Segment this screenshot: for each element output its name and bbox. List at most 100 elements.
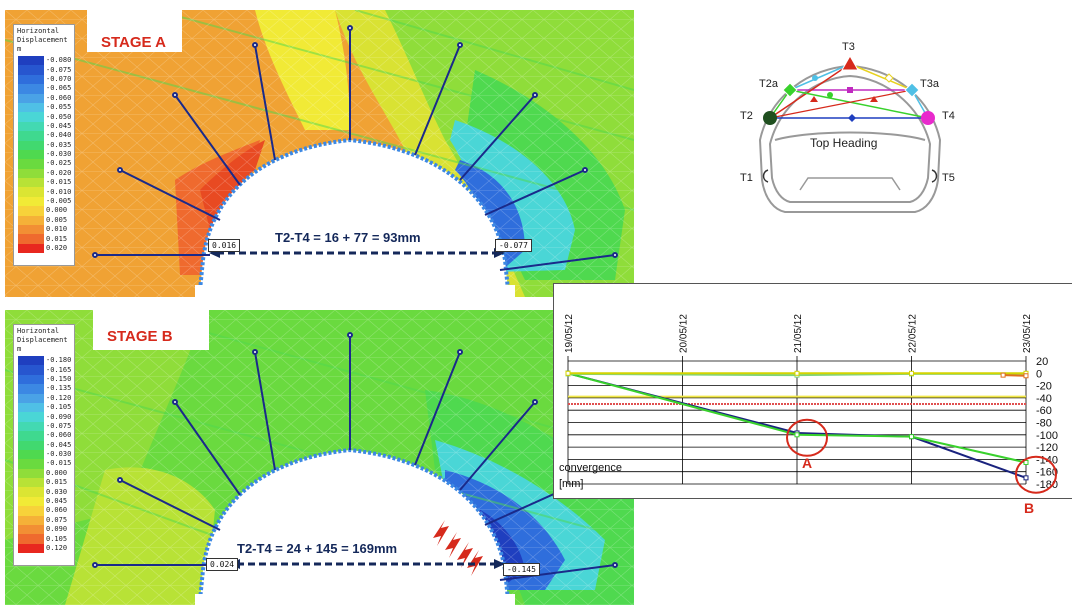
legend-value: 0.015 — [46, 478, 68, 487]
stage-a-legend-title: Horizontal Displacement m — [17, 27, 68, 53]
legend-row: -0.070 — [18, 74, 74, 85]
legend-swatch — [18, 506, 44, 516]
legend-value: -0.050 — [46, 112, 72, 121]
legend-value: 0.000 — [46, 206, 68, 215]
legend-row: -0.025 — [18, 159, 74, 169]
legend-swatch — [18, 374, 44, 385]
series-line — [567, 372, 1027, 464]
legend-row: 0.060 — [18, 506, 74, 516]
label-t2a: T2a — [759, 78, 778, 90]
t3a-marker — [904, 82, 920, 98]
legend-swatch — [18, 384, 44, 394]
legend-swatch — [18, 149, 44, 160]
legend-value: -0.075 — [46, 65, 72, 74]
legend-swatch — [18, 356, 44, 366]
legend-row: -0.035 — [18, 140, 74, 150]
stage-a-legend: Horizontal Displacement m -0.080 -0.075 -0… — [13, 24, 75, 266]
legend-row: -0.090 — [18, 412, 74, 422]
legend-swatch — [18, 478, 44, 488]
legend-value: -0.060 — [46, 431, 72, 440]
legend-value: -0.165 — [46, 365, 72, 374]
legend-row: -0.120 — [18, 393, 74, 403]
legend-value: -0.180 — [46, 356, 72, 365]
stage-b-label: STAGE B — [93, 310, 209, 350]
legend-value: -0.040 — [46, 131, 72, 140]
legend-swatch — [18, 543, 44, 554]
series-point — [794, 432, 800, 438]
legend-swatch — [18, 431, 44, 441]
legend-value: -0.120 — [46, 393, 72, 402]
legend-row: 0.090 — [18, 525, 74, 535]
legend-value: -0.015 — [46, 459, 72, 468]
t2-marker — [763, 111, 777, 125]
legend-value: -0.075 — [46, 421, 72, 430]
legend-value: -0.135 — [46, 384, 72, 393]
legend-row: 0.020 — [18, 243, 74, 254]
legend-value: 0.045 — [46, 497, 68, 506]
legend-row: -0.105 — [18, 402, 74, 413]
legend-swatch — [18, 196, 44, 207]
legend-swatch — [18, 234, 44, 244]
t2a-marker — [782, 82, 798, 98]
legend-value: -0.030 — [46, 450, 72, 459]
legend-row: -0.065 — [18, 84, 74, 94]
legend-swatch — [18, 112, 44, 122]
stage-b-legend-rows: -0.180 -0.165 -0.150 -0.135 -0.120 -0.105 -0.0… — [18, 356, 74, 554]
y-tick-label: -20 — [1036, 381, 1052, 393]
series-point — [565, 370, 571, 376]
y-tick-label: -40 — [1036, 393, 1052, 405]
legend-swatch — [18, 187, 44, 197]
x-tick-label: 22/05/12 — [908, 314, 919, 353]
legend-swatch — [18, 525, 44, 535]
label-t1: T1 — [740, 172, 753, 184]
legend-row: -0.075 — [18, 421, 74, 432]
marker-circle — [1015, 455, 1057, 494]
y-tick-label: -160 — [1036, 467, 1058, 479]
legend-swatch — [18, 84, 44, 94]
legend-swatch — [18, 412, 44, 422]
legend-swatch — [18, 140, 44, 150]
stage-a-measurement: T2-T4 = 16 + 77 = 93mm — [275, 230, 421, 245]
legend-row: 0.015 — [18, 478, 74, 488]
legend-swatch — [18, 178, 44, 188]
stage-b-contour-plot — [5, 310, 634, 605]
t3-marker — [841, 54, 859, 71]
legend-row: 0.000 — [18, 206, 74, 216]
legend-row: -0.020 — [18, 168, 74, 179]
legend-swatch — [18, 534, 44, 544]
legend-row: -0.045 — [18, 121, 74, 132]
series-point — [909, 434, 914, 440]
legend-value: 0.000 — [46, 468, 68, 477]
stage-b-left-value: 0.024 — [206, 558, 239, 571]
stage-a-left-value: 0.016 — [208, 239, 241, 252]
series-point — [1023, 475, 1029, 481]
legend-swatch — [18, 74, 44, 85]
stage-a-legend-rows: -0.080 -0.075 -0.070 -0.065 -0.060 -0.055 -0.0… — [18, 56, 74, 254]
legend-row: 0.000 — [18, 468, 74, 479]
legend-swatch — [18, 159, 44, 169]
legend-row: -0.015 — [18, 459, 74, 469]
legend-row: 0.005 — [18, 215, 74, 226]
legend-row: -0.005 — [18, 196, 74, 207]
label-t3: T3 — [842, 41, 855, 53]
legend-row: -0.030 — [18, 449, 74, 460]
legend-swatch — [18, 56, 44, 66]
stage-a-panel: STAGE A T2-T4 = 16 + 77 = 93mm 0.016 -0.… — [5, 10, 634, 297]
stage-b-panel: STAGE B T2-T4 = 24 + 145 = 169mm 0.024 -… — [5, 310, 634, 605]
legend-row: 0.015 — [18, 234, 74, 244]
legend-swatch — [18, 421, 44, 432]
legend-swatch — [18, 131, 44, 141]
legend-value: -0.020 — [46, 168, 72, 177]
legend-value: -0.070 — [46, 74, 72, 83]
legend-value: -0.005 — [46, 197, 72, 206]
legend-row: -0.050 — [18, 112, 74, 122]
marker-circle — [786, 418, 828, 457]
legend-value: -0.065 — [46, 84, 72, 93]
legend-swatch — [18, 243, 44, 254]
legend-swatch — [18, 365, 44, 375]
legend-row: -0.030 — [18, 149, 74, 160]
legend-swatch — [18, 225, 44, 235]
legend-row: 0.105 — [18, 534, 74, 544]
convergence-plot: 200-20-40-60-80-100-120-140-160-18019/05… — [564, 314, 1058, 494]
legend-value: -0.080 — [46, 56, 72, 65]
